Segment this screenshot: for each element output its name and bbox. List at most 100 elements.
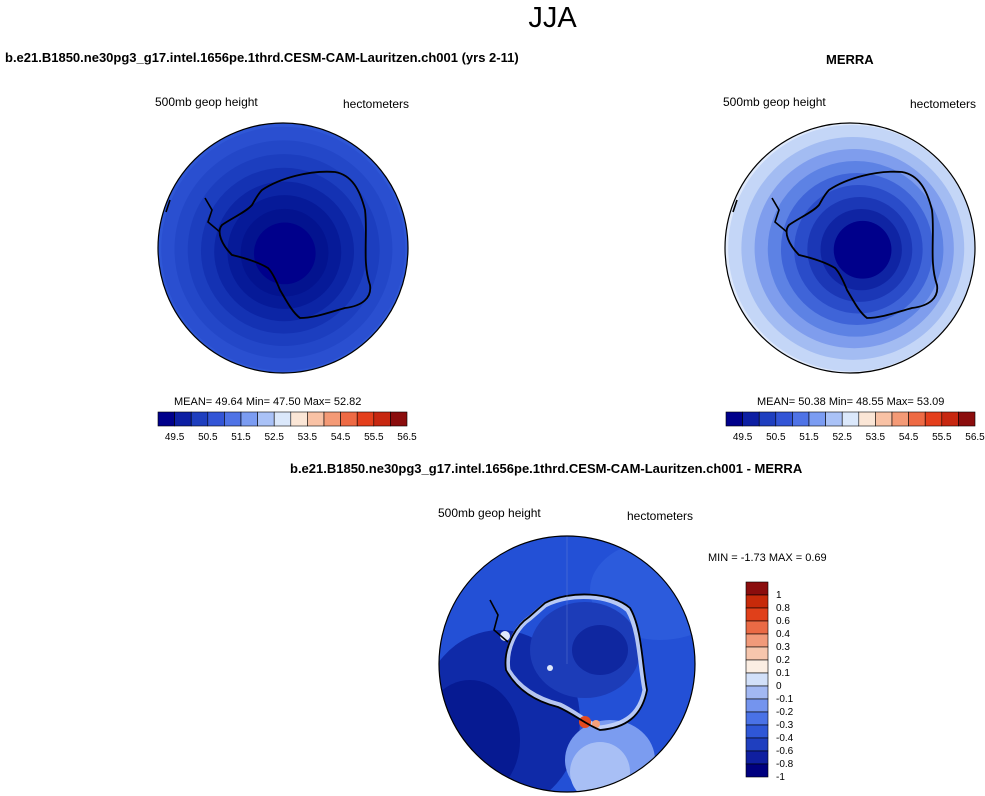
ringsL-band-7: [240, 208, 329, 297]
colorbar-swatch: [958, 411, 976, 427]
model-panel-title: b.e21.B1850.ne30pg3_g17.intel.1656pe.1th…: [5, 50, 519, 65]
model-contour-field: [158, 123, 408, 373]
colorbar-swatch: [224, 411, 242, 427]
diff-colorbar-tick-label: 0.8: [776, 603, 790, 614]
diff-colorbar-tick-label: -0.1: [776, 694, 794, 705]
diff-colorbar-tick-label: 0.1: [776, 668, 790, 679]
colorbar-swatch: [257, 411, 275, 427]
colorbar-swatch: [323, 411, 341, 427]
diff-colorbar-swatch: [745, 607, 769, 622]
diff-colorbar-swatch: [745, 724, 769, 739]
diff-colorbar-tick-label: 1: [776, 590, 782, 601]
ringsR-band-9: [833, 220, 892, 279]
colorbar-tick-label: 51.5: [799, 432, 819, 443]
obs-contour-field: [725, 123, 975, 373]
diff-colorbar-swatch: [745, 763, 769, 778]
colorbar-tick-label: 56.5: [965, 432, 985, 443]
diff-colorbar-tick-label: -0.6: [776, 746, 794, 757]
colorbar-swatch: [340, 411, 358, 427]
colorbar-swatch: [207, 411, 225, 427]
colorbar-tick-label: 50.5: [766, 432, 786, 443]
colorbar-tick-label: 56.5: [397, 432, 417, 443]
diff-colorbar-tick-label: 0.4: [776, 629, 790, 640]
diff-colorbar-swatch: [745, 633, 769, 648]
diff-colorbar-swatch: [745, 659, 769, 674]
colorbar-tick-label: 52.5: [264, 432, 284, 443]
colorbar-tick-label: 50.5: [198, 432, 218, 443]
diff-colorbar-tick-label: 0.3: [776, 642, 790, 653]
colorbar-swatch: [174, 411, 192, 427]
page-title: JJA: [528, 2, 577, 34]
colorbar-tick-label: 53.5: [866, 432, 886, 443]
model-units-label: hectometers: [343, 97, 410, 111]
model-antarctica-coastline: [218, 170, 372, 319]
colorbar-swatch: [875, 411, 893, 427]
colorbar-swatch: [373, 411, 391, 427]
ringsR-band-4: [767, 160, 944, 337]
colorbar-swatch: [825, 411, 843, 427]
colorbar-swatch: [808, 411, 826, 427]
diff-colorbar-swatch: [745, 685, 769, 700]
colorbar-swatch: [924, 411, 943, 427]
diff-colorbar-tick-label: -0.3: [776, 720, 794, 731]
ringsL-band-8: [253, 222, 316, 285]
colorbar-swatch: [908, 411, 926, 427]
ringsL-band-1: [161, 126, 406, 371]
diff-panel-title: b.e21.B1850.ne30pg3_g17.intel.1656pe.1th…: [290, 461, 803, 476]
ringsR-band-0: [725, 123, 975, 373]
colorbar-tick-label: 53.5: [298, 432, 318, 443]
obs-panel-title: MERRA: [826, 52, 874, 67]
colorbar-swatch: [758, 411, 777, 427]
diff-colorbar-swatch: [745, 646, 769, 661]
colorbar-tick-label: 54.5: [331, 432, 351, 443]
obs-stats: MEAN= 50.38 Min= 48.55 Max= 53.09: [757, 396, 945, 408]
diff-antarctica-coastline: [504, 593, 648, 731]
ringsL-band-0: [158, 123, 408, 373]
diff-colorbar-tick-label: -0.2: [776, 707, 794, 718]
colorbar-swatch: [190, 411, 209, 427]
colorbar-tick-label: 49.5: [165, 432, 185, 443]
colorbar-swatch: [307, 411, 325, 427]
diff-colorbar-swatch: [745, 737, 769, 752]
colorbar-tick-label: 55.5: [364, 432, 384, 443]
colorbar-swatch: [858, 411, 876, 427]
diff-colorbar-swatch: [745, 672, 769, 687]
diff-colorbar-swatch: [745, 620, 769, 635]
colorbar-swatch: [891, 411, 909, 427]
ringsR-band-7: [807, 196, 913, 302]
colorbar-swatch: [841, 411, 860, 427]
diff-colorbar-tick-label: -0.4: [776, 733, 794, 744]
diff-colorbar-tick-label: 0: [776, 681, 782, 692]
ringsL-band-4: [200, 167, 367, 334]
obs-units-label: hectometers: [910, 97, 977, 111]
colorbar-swatch: [157, 411, 175, 427]
ringsR-band-1: [728, 124, 975, 372]
diff-colorbar-tick-label: -0.8: [776, 759, 794, 770]
ringsR-band-6: [794, 184, 923, 314]
ringsR-band-5: [780, 172, 934, 326]
diff-units-label: hectometers: [627, 509, 694, 523]
ringsL-band-2: [174, 140, 393, 359]
colorbar-swatch: [742, 411, 760, 427]
diff-colorbar-swatch: [745, 750, 769, 765]
colorbar-tick-label: 49.5: [733, 432, 753, 443]
colorbar-swatch: [775, 411, 793, 427]
diff-colorbar-tick-label: 0.2: [776, 655, 790, 666]
obs-antarctica-coastline: [785, 170, 939, 319]
colorbar-swatch: [273, 411, 292, 427]
diff-colorbar: 1 0.8 0.6 0.4 0.3 0.2 0.1 0 -0.1 -0.2 -0.3 -0.4 -0.6…: [745, 581, 794, 783]
ringsR-band-2: [741, 136, 965, 360]
diff-colorbar-swatch: [745, 698, 769, 713]
obs-colorbar: 49.5 50.5 51.5 52.5 53.5 54.5 55.5 56.5: [725, 411, 985, 443]
colorbar-tick-label: 54.5: [899, 432, 919, 443]
ringsR-band-3: [754, 148, 954, 349]
diff-colorbar-swatch: [745, 594, 769, 609]
diff-colorbar-swatch: [745, 711, 769, 726]
colorbar-swatch: [390, 411, 408, 427]
diff-colorbar-swatch: [745, 581, 769, 596]
diff-minmax: MIN = -1.73 MAX = 0.69: [708, 552, 827, 564]
colorbar-swatch: [290, 411, 308, 427]
diff-contour-field: [439, 536, 695, 792]
colorbar-swatch: [792, 411, 810, 427]
model-variable-label: 500mb geop height: [155, 95, 258, 109]
